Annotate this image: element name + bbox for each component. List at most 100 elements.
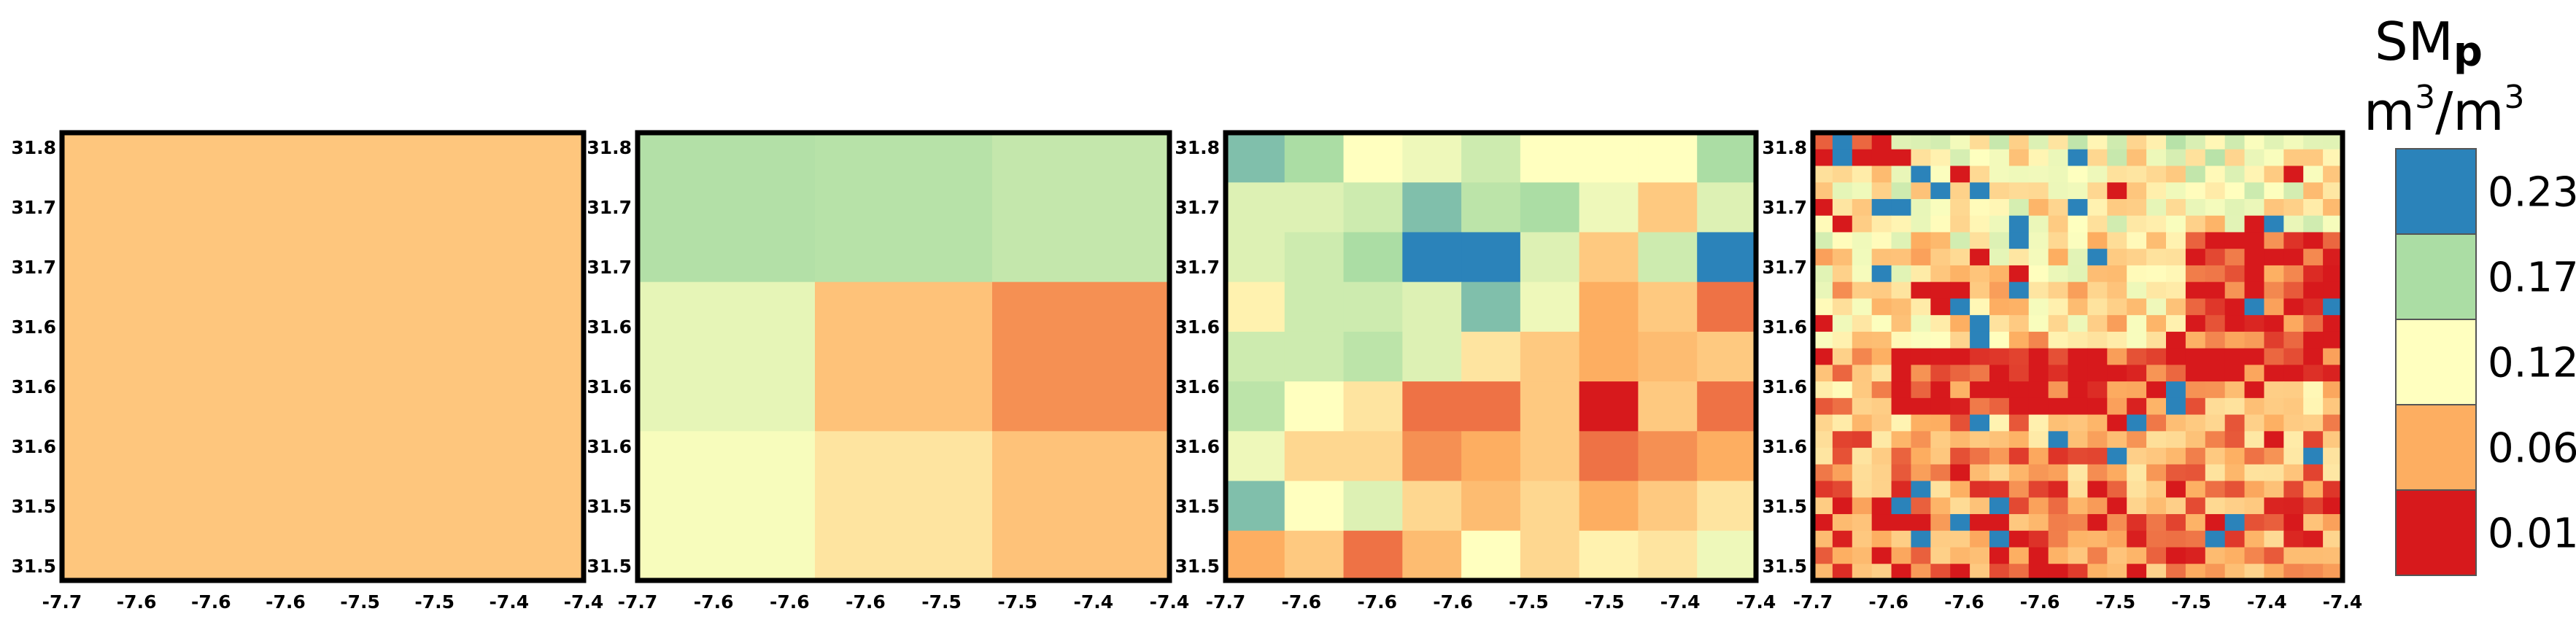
heatmap-cell [1832, 381, 1853, 399]
heatmap-cell [2068, 547, 2089, 564]
y-tick-label: 31.6 [1762, 436, 1807, 457]
heatmap-cell [2224, 481, 2246, 498]
heatmap-cell [2244, 448, 2265, 465]
heatmap-cell [1871, 547, 1892, 564]
y-tick-label: 31.7 [1175, 197, 1220, 218]
heatmap-cell [1930, 530, 1951, 548]
heatmap-cell [1832, 530, 1853, 548]
heatmap-cell [2008, 182, 2030, 200]
heatmap-cell [2264, 166, 2284, 183]
colorbar-title-sub: p [2453, 28, 2483, 76]
heatmap-cell [2185, 397, 2206, 416]
heatmap-cell [62, 133, 584, 581]
heatmap-cell [2323, 547, 2343, 564]
heatmap-cell [2068, 397, 2089, 416]
heatmap-cell [1950, 481, 1970, 498]
heatmap-cell [1461, 530, 1521, 581]
heatmap-cell [2283, 182, 2304, 200]
heatmap-cell [2323, 481, 2343, 498]
colorbar-title-main: SM [2375, 11, 2453, 72]
heatmap-cell [992, 431, 1170, 581]
x-tick-label: -7.5 [340, 591, 380, 613]
heatmap-cell [2146, 481, 2167, 498]
heatmap-cell [1852, 133, 1873, 150]
heatmap-cell [1871, 249, 1892, 266]
heatmap-cell [2166, 215, 2186, 233]
heatmap-cell [1950, 514, 1970, 532]
heatmap-cell [2323, 298, 2343, 316]
heatmap-cell [1226, 530, 1285, 581]
heatmap-cell [2244, 348, 2265, 365]
heatmap-cell [1950, 530, 1970, 548]
heatmap-cell [2068, 365, 2089, 382]
heatmap-cell [2244, 166, 2265, 183]
heatmap-cell [2048, 448, 2069, 465]
heatmap-cell [1284, 281, 1345, 333]
heatmap-cell [2048, 547, 2069, 564]
heatmap-cell [2107, 133, 2127, 150]
heatmap-cell [2185, 133, 2206, 150]
heatmap-cell [2244, 249, 2265, 266]
heatmap-cell [2303, 182, 2324, 200]
heatmap-cell [1930, 431, 1951, 448]
heatmap-cell [1891, 182, 1912, 200]
heatmap-cell [1852, 381, 1873, 399]
heatmap-cell [1871, 198, 1892, 217]
x-tick-label: -7.6 [1433, 591, 1473, 613]
heatmap-cell [2264, 298, 2284, 316]
heatmap-cell [2323, 530, 2343, 548]
heatmap-cell [2185, 348, 2206, 365]
heatmap-cell [1402, 481, 1462, 532]
heatmap-cell [1989, 298, 2010, 316]
heatmap-cell [2146, 182, 2167, 200]
heatmap-cell [2264, 249, 2284, 266]
heatmap-cell [1343, 281, 1403, 333]
heatmap-cell [1871, 315, 1892, 333]
heatmap-cell [2146, 198, 2167, 217]
heatmap-cell [1226, 133, 1285, 183]
heatmap-cell [992, 133, 1170, 283]
heatmap-cell [1832, 331, 1853, 349]
heatmap-cell [2205, 133, 2226, 150]
heatmap-cell [2087, 133, 2108, 150]
heatmap-cell [2224, 149, 2246, 167]
heatmap-panels: 31.8 31.7 31.7 31.6 31.6 31.6 31.5 31.5 -7.7 -7.6… [11, 130, 2362, 613]
heatmap-cell [1402, 232, 1462, 283]
heatmap-cell [1989, 182, 2010, 200]
heatmap-cell [2185, 215, 2206, 233]
colorbar-title: SMp [2375, 11, 2483, 76]
heatmap-cell [2244, 133, 2265, 150]
x-tick-label: -7.6 [117, 591, 157, 613]
heatmap-cell [2303, 149, 2324, 167]
heatmap-cell [2166, 464, 2186, 482]
heatmap-cell [2087, 530, 2108, 548]
heatmap-cell [1461, 281, 1521, 333]
heatmap-cell [1813, 414, 1833, 432]
heatmap-cell [2166, 514, 2186, 532]
heatmap-cell [2166, 166, 2186, 183]
heatmap-cell [1970, 331, 1990, 349]
heatmap-cell [2048, 348, 2069, 365]
heatmap-cell [2205, 298, 2226, 316]
heatmap-cell [2107, 249, 2127, 266]
heatmap-cell [2087, 547, 2108, 564]
heatmap-cell [2283, 365, 2304, 382]
heatmap-cell [2127, 298, 2147, 316]
heatmap-cell [2205, 497, 2226, 515]
heatmap-cell [2264, 265, 2284, 283]
heatmap-cell [2303, 448, 2324, 465]
heatmap-cell [2244, 564, 2265, 581]
heatmap-cell [2224, 232, 2246, 249]
heatmap-cell [2166, 298, 2186, 316]
heatmap-cell [1832, 547, 1853, 564]
heatmap-cell [2224, 381, 2246, 399]
heatmap-cell [1402, 530, 1462, 581]
heatmap-cell [1813, 530, 1833, 548]
heatmap-cell [1891, 298, 1912, 316]
heatmap-cell [2146, 215, 2167, 233]
heatmap-cell [2127, 448, 2147, 465]
heatmap-cell [2244, 281, 2265, 300]
heatmap-cell [2323, 149, 2343, 167]
heatmap-cell [2264, 348, 2284, 365]
heatmap-cell [2127, 497, 2147, 515]
